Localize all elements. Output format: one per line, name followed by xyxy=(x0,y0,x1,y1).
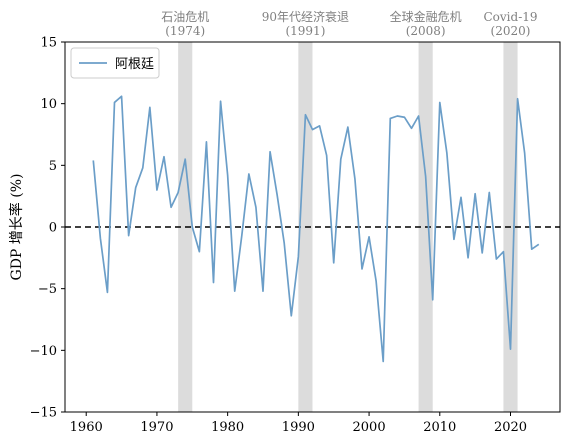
y-tick-label: 15 xyxy=(40,36,57,51)
y-tick-label: −10 xyxy=(30,344,57,359)
x-tick-label: 1990 xyxy=(282,420,315,435)
x-tick-label: 2010 xyxy=(423,420,456,435)
x-tick-label: 1970 xyxy=(140,420,173,435)
period-annotation-label: 90年代经济衰退 xyxy=(262,9,349,24)
x-tick-label: 1960 xyxy=(70,420,103,435)
y-tick-label: 10 xyxy=(40,97,57,112)
period-annotation-year: (2008) xyxy=(406,24,446,38)
y-tick-label: 0 xyxy=(49,221,57,236)
period-annotation-label: 全球金融危机 xyxy=(390,9,462,24)
y-tick-label: 5 xyxy=(49,159,57,174)
y-tick-label: −15 xyxy=(30,406,57,421)
series-lines xyxy=(92,95,540,363)
y-axis-ticks: −15 −10 −5 0 5 10 15 xyxy=(30,36,65,421)
x-axis-ticks: 1960 1970 1980 1990 2000 2010 2020 xyxy=(70,412,527,435)
y-axis-label: GDP 增长率 (%) xyxy=(8,174,25,281)
series-line xyxy=(92,95,540,363)
period-annotations: 石油危机(1974) 90年代经济衰退(1991) 全球金融危机(2008) Covi… xyxy=(161,9,537,38)
period-annotation-label: Covid-19 xyxy=(483,10,537,24)
period-annotation-year: (2020) xyxy=(491,24,531,38)
period-annotation-label: 石油危机 xyxy=(161,10,209,24)
x-tick-label: 2000 xyxy=(353,420,386,435)
legend-box xyxy=(70,47,160,79)
x-tick-label: 1980 xyxy=(211,420,244,435)
period-annotation-year: (1974) xyxy=(165,24,205,38)
legend-label: 阿根廷 xyxy=(115,57,154,72)
period-annotation-year: (1991) xyxy=(285,24,325,38)
y-tick-label: −5 xyxy=(38,282,57,297)
x-tick-label: 2020 xyxy=(494,420,527,435)
legend: 阿根廷 xyxy=(70,47,160,79)
